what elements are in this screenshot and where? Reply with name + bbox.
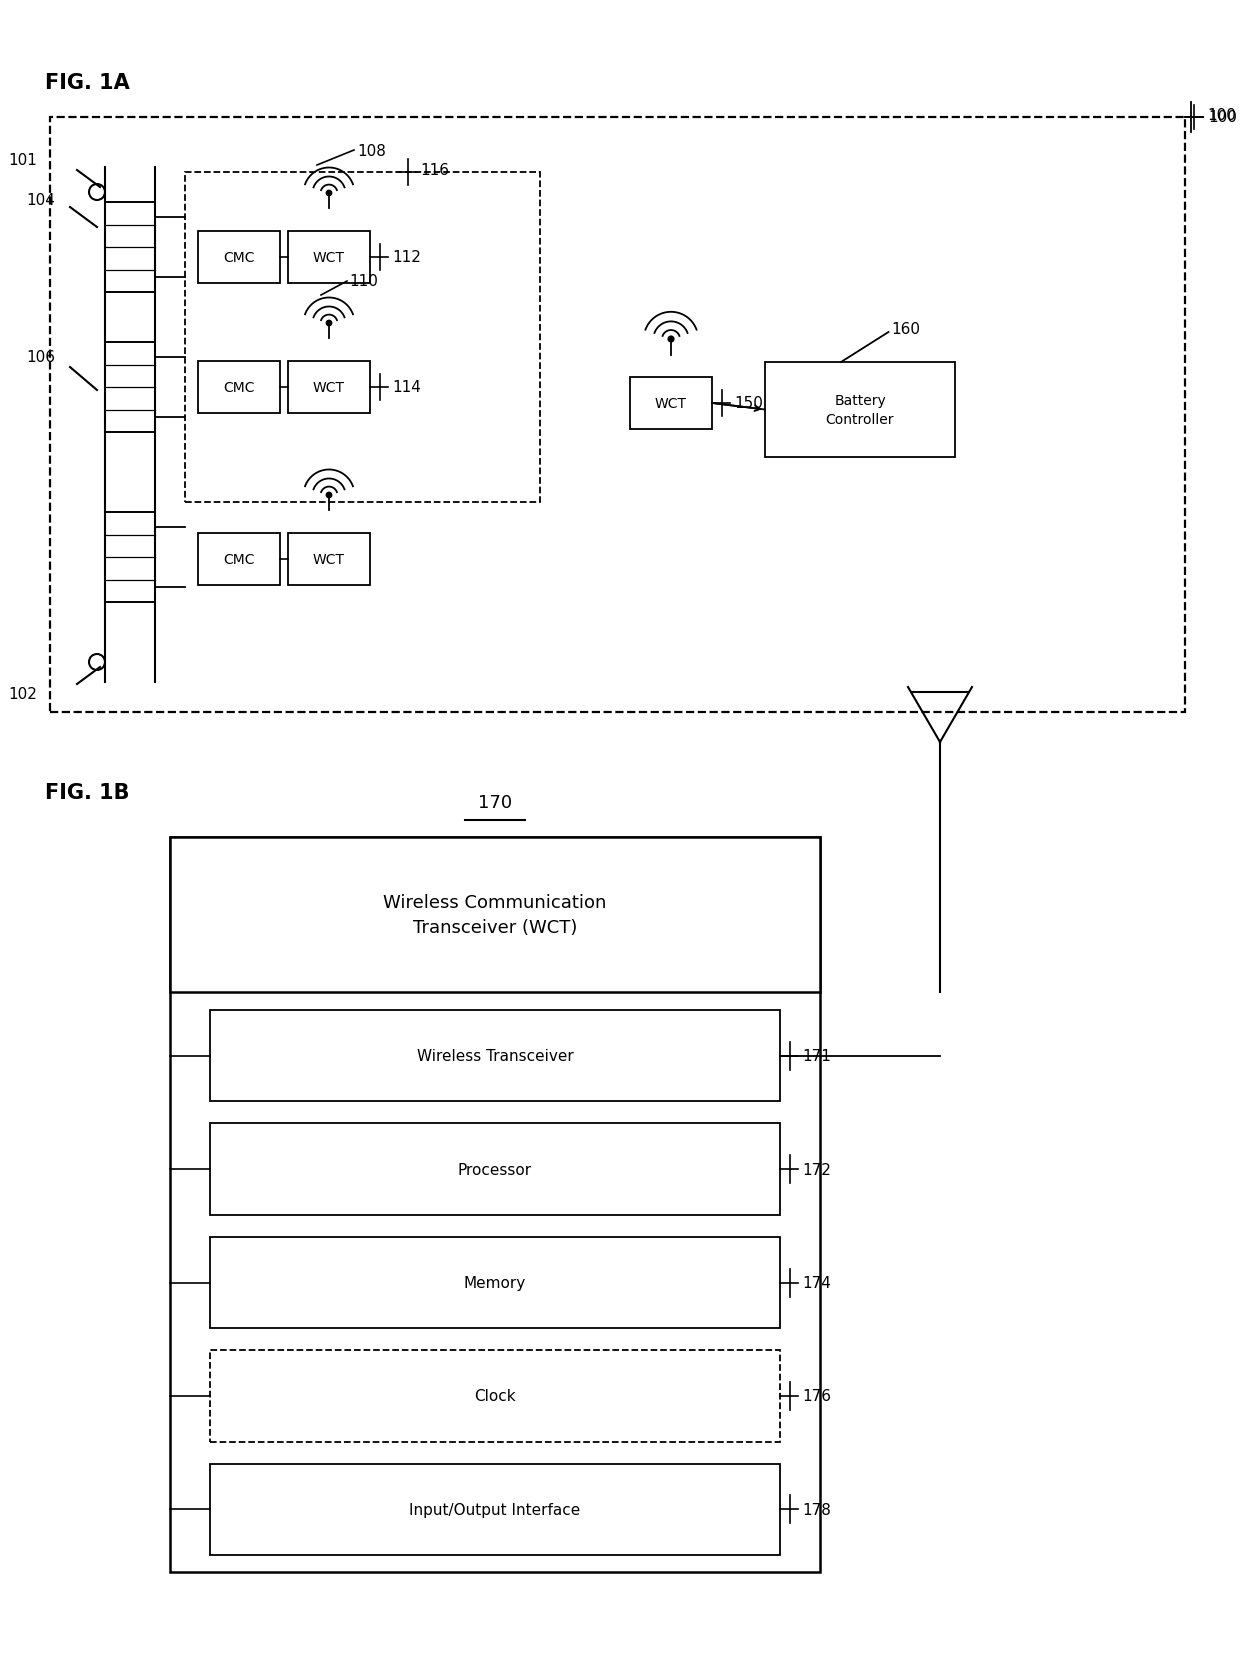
Text: 176: 176: [802, 1389, 831, 1403]
Text: Input/Output Interface: Input/Output Interface: [409, 1501, 580, 1516]
FancyBboxPatch shape: [185, 172, 539, 502]
Text: Memory: Memory: [464, 1276, 526, 1291]
Text: FIG. 1A: FIG. 1A: [45, 73, 130, 93]
Text: 100: 100: [1207, 108, 1236, 123]
FancyBboxPatch shape: [288, 232, 370, 283]
Text: 170: 170: [477, 794, 512, 812]
FancyBboxPatch shape: [210, 1463, 780, 1554]
Text: 101: 101: [7, 154, 37, 169]
Text: 100: 100: [1208, 111, 1236, 126]
FancyBboxPatch shape: [198, 534, 280, 585]
Circle shape: [326, 321, 332, 326]
FancyBboxPatch shape: [170, 837, 820, 1572]
Text: 112: 112: [392, 250, 420, 265]
FancyBboxPatch shape: [288, 361, 370, 414]
FancyBboxPatch shape: [210, 1238, 780, 1329]
Text: WCT: WCT: [312, 250, 345, 265]
FancyBboxPatch shape: [210, 1350, 780, 1442]
Text: Wireless Transceiver: Wireless Transceiver: [417, 1049, 573, 1064]
Text: 114: 114: [392, 379, 420, 396]
Circle shape: [668, 336, 673, 343]
Text: Processor: Processor: [458, 1162, 532, 1176]
FancyBboxPatch shape: [765, 363, 955, 457]
Text: 116: 116: [420, 164, 449, 179]
FancyBboxPatch shape: [630, 378, 712, 429]
Text: 171: 171: [802, 1049, 831, 1064]
Text: WCT: WCT: [312, 381, 345, 394]
Circle shape: [326, 494, 332, 499]
FancyBboxPatch shape: [50, 118, 1185, 713]
Text: Clock: Clock: [474, 1389, 516, 1403]
Text: Battery
Controller: Battery Controller: [826, 394, 894, 426]
Circle shape: [326, 191, 332, 197]
Text: CMC: CMC: [223, 381, 254, 394]
Text: FIG. 1B: FIG. 1B: [45, 782, 129, 802]
FancyBboxPatch shape: [198, 232, 280, 283]
Text: WCT: WCT: [312, 553, 345, 567]
Text: 104: 104: [26, 194, 55, 209]
Text: 108: 108: [357, 144, 386, 159]
Text: CMC: CMC: [223, 553, 254, 567]
Text: 160: 160: [892, 323, 920, 338]
Text: WCT: WCT: [655, 396, 687, 411]
Text: 106: 106: [26, 350, 55, 365]
FancyBboxPatch shape: [210, 1011, 780, 1102]
FancyBboxPatch shape: [170, 837, 820, 993]
FancyBboxPatch shape: [210, 1123, 780, 1215]
Text: 178: 178: [802, 1501, 831, 1516]
Text: 150: 150: [734, 396, 763, 411]
Text: 102: 102: [7, 688, 37, 703]
FancyBboxPatch shape: [198, 361, 280, 414]
Text: Wireless Communication
Transceiver (WCT): Wireless Communication Transceiver (WCT): [383, 893, 606, 936]
Text: 174: 174: [802, 1276, 831, 1291]
FancyBboxPatch shape: [288, 534, 370, 585]
Text: 110: 110: [348, 275, 378, 290]
Text: 172: 172: [802, 1162, 831, 1176]
Text: CMC: CMC: [223, 250, 254, 265]
